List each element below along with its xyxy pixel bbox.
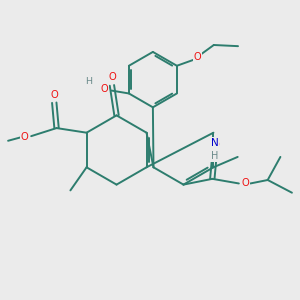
Text: O: O — [100, 84, 108, 94]
Text: O: O — [108, 72, 116, 82]
Text: H: H — [211, 151, 218, 161]
Text: O: O — [50, 90, 58, 100]
Text: N: N — [211, 138, 218, 148]
Text: O: O — [20, 132, 28, 142]
Text: O: O — [212, 140, 220, 150]
Text: H: H — [85, 77, 92, 86]
Text: O: O — [194, 52, 201, 61]
Text: O: O — [242, 178, 250, 188]
